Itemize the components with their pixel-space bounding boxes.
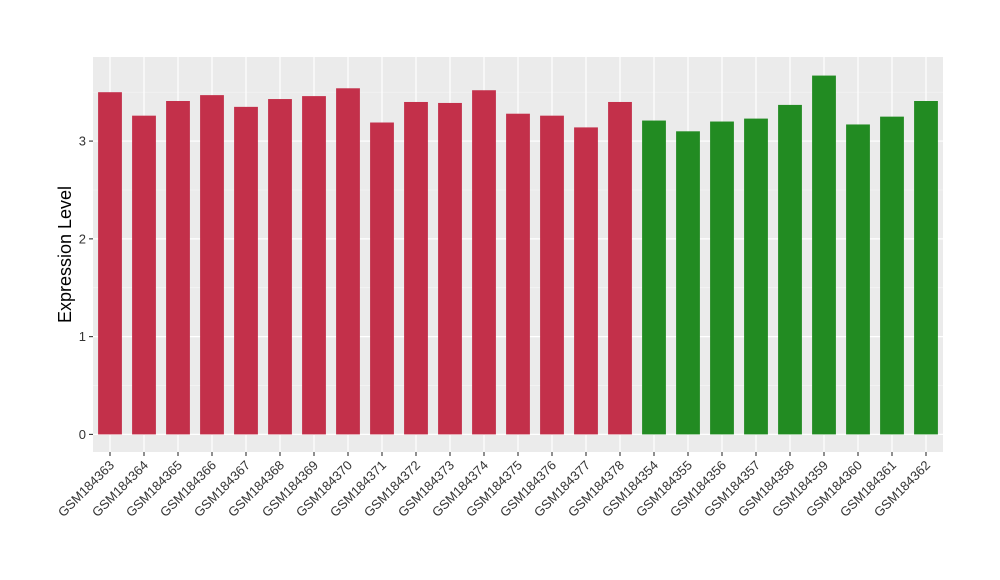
bar-GSM184360	[846, 124, 870, 435]
bar-GSM184375	[506, 113, 530, 435]
bar-GSM184367	[234, 106, 258, 435]
bars	[98, 75, 938, 435]
y-tick-label: 2	[79, 231, 86, 246]
bar-GSM184373	[438, 102, 462, 435]
y-tick-label: 0	[79, 427, 86, 442]
bar-GSM184356	[710, 121, 734, 435]
bar-GSM184372	[404, 101, 428, 435]
bar-GSM184355	[676, 131, 700, 435]
y-tick-label: 1	[79, 329, 86, 344]
bar-GSM184364	[132, 115, 156, 435]
bar-GSM184362	[914, 100, 938, 435]
bar-GSM184371	[370, 122, 394, 435]
bar-GSM184357	[744, 118, 768, 435]
bar-GSM184377	[574, 127, 598, 435]
bar-GSM184378	[608, 101, 632, 435]
y-axis: 0 1 2 3	[79, 134, 93, 442]
bar-GSM184363	[98, 92, 122, 435]
bar-GSM184369	[302, 96, 326, 435]
bar-GSM184368	[268, 99, 292, 435]
bar-GSM184354	[642, 120, 666, 435]
bar-GSM184366	[200, 95, 224, 435]
bar-GSM184361	[880, 116, 904, 435]
bar-GSM184376	[540, 115, 564, 435]
bar-GSM184358	[778, 104, 802, 435]
bar-GSM184359	[812, 75, 836, 435]
y-axis-title: Expression Level	[55, 186, 75, 323]
bar-GSM184365	[166, 100, 190, 435]
bar-GSM184374	[472, 90, 496, 435]
bar-GSM184370	[336, 88, 360, 435]
x-axis: GSM184363GSM184364GSM184365GSM184366GSM1…	[55, 452, 933, 520]
y-tick-label: 3	[79, 134, 86, 149]
